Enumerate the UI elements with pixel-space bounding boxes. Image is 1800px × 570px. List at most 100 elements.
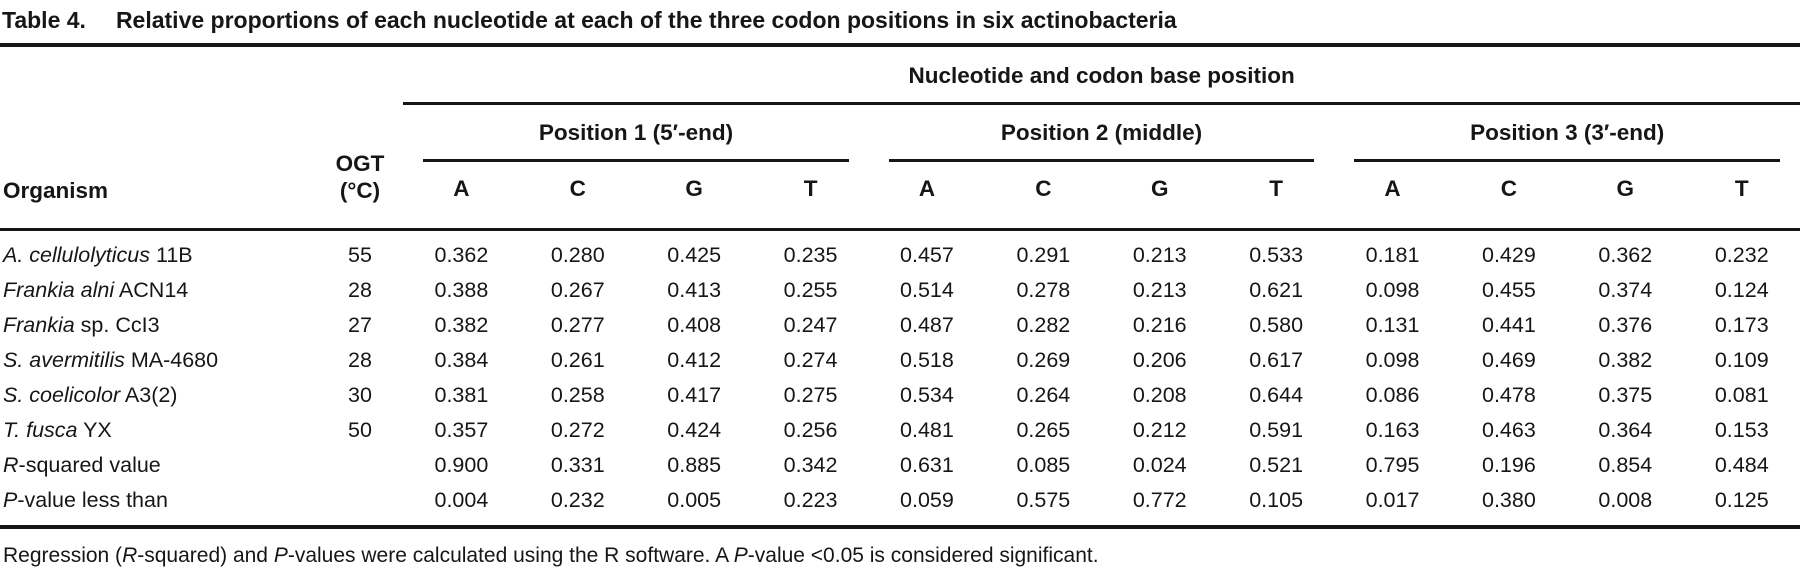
- value-cell: 0.081: [1714, 383, 1769, 407]
- value-cell: 0.429: [1482, 243, 1536, 267]
- value-cell: 0.098: [1365, 278, 1420, 302]
- organism-column-header: Organism: [0, 103, 317, 231]
- value-cell: 0.412: [667, 348, 722, 372]
- table-row: A. cellulolyticus 11B 55 0.362 0.280 0.425 0.…: [0, 230, 1800, 274]
- ogt-cell: 28: [348, 278, 372, 302]
- organism-cell: R-squared value: [3, 453, 161, 477]
- value-cell: 0.272: [550, 418, 605, 442]
- table-title-text: Relative proportions of each nucleotide …: [115, 7, 1177, 33]
- table-row: P-value less than 0.004 0.232 0.005 0.223 0.0…: [0, 483, 1800, 527]
- table-number-label: Table 4.: [2, 7, 86, 33]
- value-cell: 0.274: [783, 348, 838, 372]
- value-cell: 0.388: [434, 278, 489, 302]
- value-cell: 0.362: [434, 243, 489, 267]
- value-cell: 0.208: [1132, 383, 1187, 407]
- value-cell: 0.772: [1132, 488, 1187, 512]
- header-spacer: [0, 45, 403, 104]
- ogt-cell: 55: [348, 243, 372, 267]
- value-cell: 0.417: [667, 383, 722, 407]
- ogt-column-header: OGT (°C): [316, 103, 404, 231]
- value-cell: 0.008: [1598, 488, 1653, 512]
- table-row: Frankia alni ACN14 28 0.388 0.267 0.413 0.255…: [0, 273, 1800, 308]
- nucleotide-header-c1: C: [519, 162, 636, 231]
- nucleotide-proportions-table: Nucleotide and codon base position Organ…: [0, 43, 1800, 529]
- ogt-cell: [317, 483, 403, 527]
- value-cell: 0.059: [900, 488, 954, 512]
- value-cell: 0.125: [1714, 488, 1769, 512]
- value-cell: 0.124: [1714, 278, 1769, 302]
- value-cell: 0.213: [1132, 278, 1187, 302]
- value-cell: 0.275: [783, 383, 838, 407]
- value-cell: 0.216: [1132, 313, 1187, 337]
- value-cell: 0.631: [900, 453, 954, 477]
- value-cell: 0.533: [1249, 243, 1304, 267]
- value-cell: 0.514: [900, 278, 954, 302]
- ogt-cell: 27: [348, 313, 372, 337]
- value-cell: 0.455: [1482, 278, 1536, 302]
- value-cell: 0.380: [1482, 488, 1536, 512]
- value-cell: 0.223: [783, 488, 838, 512]
- position2-group-header: Position 2 (middle): [869, 104, 1335, 162]
- value-cell: 0.900: [434, 453, 489, 477]
- nucleotide-header-row: A C G T A C G T A C G T: [0, 162, 1800, 231]
- value-cell: 0.085: [1016, 453, 1071, 477]
- organism-cell: P-value less than: [3, 488, 168, 512]
- organism-cell: S. coelicolor A3(2): [3, 383, 178, 407]
- value-cell: 0.196: [1482, 453, 1536, 477]
- ogt-cell: 30: [348, 383, 372, 407]
- nucleotide-header-a3: A: [1334, 162, 1451, 231]
- value-cell: 0.232: [550, 488, 605, 512]
- value-cell: 0.375: [1598, 383, 1653, 407]
- value-cell: 0.098: [1365, 348, 1420, 372]
- value-cell: 0.374: [1598, 278, 1653, 302]
- value-cell: 0.644: [1249, 383, 1304, 407]
- nucleotide-header-a2: A: [868, 162, 986, 231]
- value-cell: 0.364: [1598, 418, 1653, 442]
- value-cell: 0.441: [1482, 313, 1536, 337]
- value-cell: 0.478: [1482, 383, 1536, 407]
- position1-group-header: Position 1 (5′-end): [403, 104, 869, 162]
- value-cell: 0.153: [1714, 418, 1769, 442]
- ogt-cell: 28: [348, 348, 372, 372]
- nucleotide-header-t1: T: [752, 162, 869, 231]
- value-cell: 0.282: [1016, 313, 1071, 337]
- nucleotide-header-t3: T: [1683, 162, 1800, 231]
- value-cell: 0.086: [1365, 383, 1420, 407]
- value-cell: 0.163: [1365, 418, 1420, 442]
- spanner-header-row: Nucleotide and codon base position: [0, 45, 1800, 105]
- value-cell: 0.463: [1482, 418, 1536, 442]
- value-cell: 0.484: [1714, 453, 1769, 477]
- nucleotide-header-g1: G: [635, 162, 753, 231]
- organism-cell: Frankia sp. CcI3: [3, 313, 160, 337]
- value-cell: 0.004: [434, 488, 489, 512]
- value-cell: 0.269: [1016, 348, 1071, 372]
- table-row: T. fusca YX 50 0.357 0.272 0.424 0.256 0.481 0.…: [0, 413, 1800, 448]
- value-cell: 0.265: [1016, 418, 1071, 442]
- value-cell: 0.469: [1482, 348, 1536, 372]
- table-title: Table 4. Relative proportions of each nuc…: [0, 0, 1800, 43]
- table-row: S. avermitilis MA-4680 28 0.384 0.261 0.412 0…: [0, 343, 1800, 378]
- value-cell: 0.278: [1016, 278, 1071, 302]
- value-cell: 0.481: [900, 418, 954, 442]
- value-cell: 0.384: [434, 348, 489, 372]
- value-cell: 0.617: [1249, 348, 1304, 372]
- value-cell: 0.621: [1249, 278, 1304, 302]
- value-cell: 0.261: [550, 348, 605, 372]
- value-cell: 0.575: [1016, 488, 1071, 512]
- value-cell: 0.024: [1132, 453, 1187, 477]
- value-cell: 0.005: [667, 488, 722, 512]
- value-cell: 0.109: [1714, 348, 1769, 372]
- value-cell: 0.382: [1598, 348, 1653, 372]
- table-body: A. cellulolyticus 11B 55 0.362 0.280 0.425 0.…: [0, 230, 1800, 528]
- value-cell: 0.247: [783, 313, 838, 337]
- position3-group-header: Position 3 (3′-end): [1334, 104, 1800, 162]
- value-cell: 0.017: [1365, 488, 1420, 512]
- organism-cell: T. fusca YX: [3, 418, 112, 442]
- value-cell: 0.173: [1714, 313, 1769, 337]
- value-cell: 0.580: [1249, 313, 1304, 337]
- organism-cell: S. avermitilis MA-4680: [3, 348, 219, 372]
- value-cell: 0.212: [1132, 418, 1187, 442]
- value-cell: 0.280: [550, 243, 605, 267]
- ogt-cell: 50: [348, 418, 372, 442]
